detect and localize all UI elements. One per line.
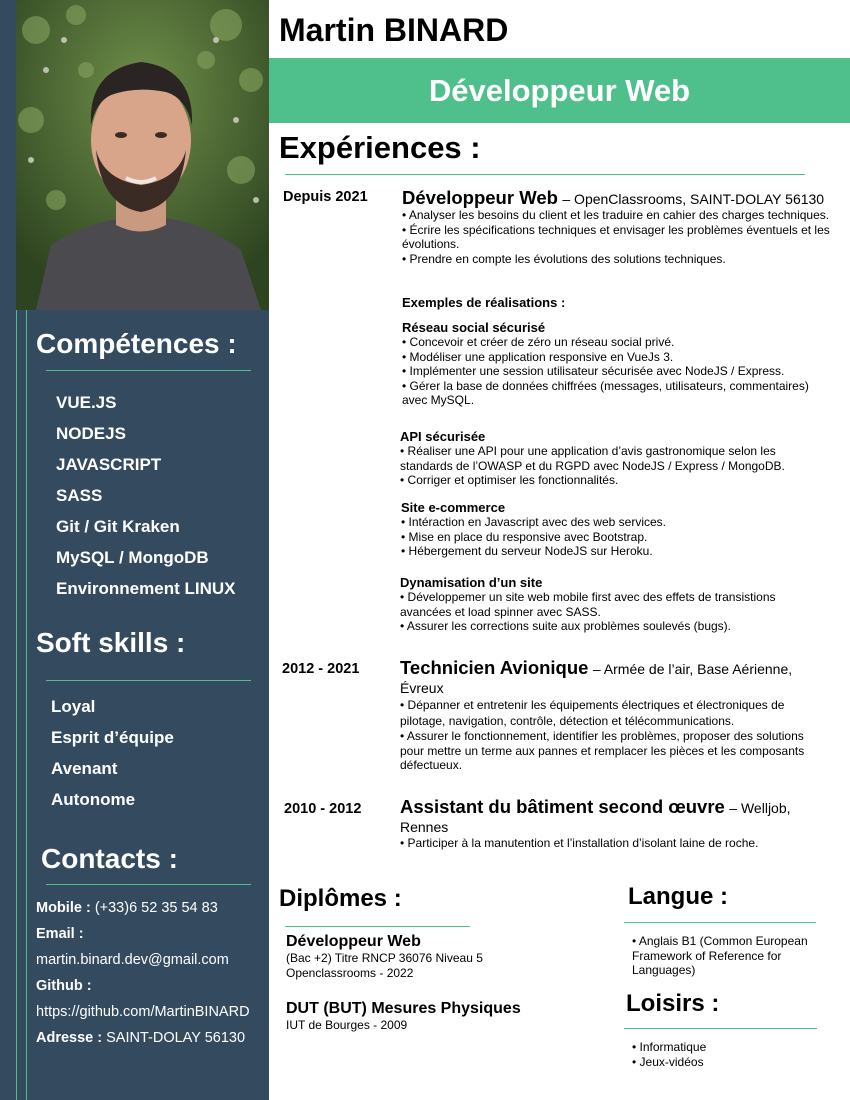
job1-period: Depuis 2021 [283,189,368,205]
contact-address: Adresse : SAINT-DOLAY 56130 [36,1030,246,1046]
job1-bullets: • Analyser les besoins du client et les … [402,208,834,266]
list-item: Esprit d’équipe [51,728,174,747]
list-item: Loyal [51,697,96,716]
list-item: • Implémenter une session utilisateur sé… [402,364,785,378]
diplome-line: Openclassrooms - 2022 [286,965,414,980]
langue-rule [624,922,816,923]
list-item: • Écrire les spécifications techniques e… [402,222,830,252]
project-social: Réseau social sécurisé • Concevoir et cr… [402,320,834,408]
list-item: • Assurer les corrections suite aux prob… [400,619,732,633]
list-item: • Corriger et optimiser les fonctionnali… [400,473,619,487]
job2-period: 2012 - 2021 [282,661,360,677]
list-item: JAVASCRIPT [56,455,162,474]
candidate-name: Martin BINARD [279,12,509,48]
list-item: NODEJS [56,424,126,443]
contacts-block: Mobile : (+33)6 52 35 54 83 Email : mart… [36,895,266,1051]
contacts-rule [46,884,251,885]
diplome-line: (Bac +2) Titre RNCP 36076 Niveau 5 [286,951,483,965]
diplomes-rule [285,926,470,927]
job3-bullets: • Participer à la manutention et l’insta… [400,836,830,851]
project-title: API sécurisée [400,429,486,444]
competences-heading: Compétences : [36,328,237,359]
project-api: API sécurisée • Réaliser une API pour un… [400,429,820,488]
job-title-band: Développeur Web [269,58,850,123]
examples-heading: Exemples de réalisations : [402,295,566,310]
job3-header: Assistant du bâtiment second œuvre – Wel… [400,797,820,837]
langue-list: • Anglais B1 (Common European Framework … [632,934,827,978]
contact-mobile: Mobile : (+33)6 52 35 54 83 [36,900,218,916]
project-dynamisation: Dynamisation d’un site • Développemer un… [400,575,810,634]
diplomes-heading: Diplômes : [279,885,402,912]
job1-title: Développeur Web [402,187,558,208]
list-item: Environnement LINUX [56,579,236,598]
list-item: • Concevoir et créer de zéro un réseau s… [402,335,675,349]
project-ecommerce: Site e-commerce • Intéraction en Javascr… [401,500,821,559]
diplome-1: Développeur Web (Bac +2) Titre RNCP 3607… [286,933,606,980]
job2-bullets: • Dépanner et entretenir les équipements… [400,697,830,773]
softskills-heading: Soft skills : [36,627,186,658]
list-item: Autonome [51,790,136,809]
sidebar-line-outer [16,0,17,1100]
diplome-title: DUT (BUT) Mesures Physiques [286,1000,521,1017]
loisirs-list: • Informatique • Jeux-vidéos [632,1040,822,1069]
list-item: • Assurer le fonctionnement, identifier … [400,729,805,772]
job2-company: – Armée de l’air, Base Aérienne, Évreux [400,661,793,696]
job2-title: Technicien Avionique [400,657,589,678]
list-item: • Réaliser une API pour une application … [400,444,785,473]
list-item: • Modéliser une application responsive e… [402,349,674,364]
softskills-rule [46,680,251,681]
competences-list: VUE.JS NODEJS JAVASCRIPT SASS Git / Git … [56,387,235,604]
diplome-title: Développeur Web [286,933,421,950]
job3-title: Assistant du bâtiment second œuvre [400,796,725,817]
contact-github-label: Github : [36,978,92,994]
profile-photo [16,0,269,310]
list-item: Avenant [51,759,118,778]
job3-period: 2010 - 2012 [284,801,362,817]
softskills-list: Loyal Esprit d’équipe Avenant Autonome [51,691,174,815]
list-item: • Informatique [632,1040,707,1054]
job1-company: – OpenClassrooms, SAINT-DOLAY 56130 [562,191,825,207]
list-item: • Participer à la manutention et l’insta… [400,836,759,850]
project-title: Dynamisation d’un site [400,575,543,590]
list-item: • Analyser les besoins du client et les … [402,208,830,222]
langue-heading: Langue : [628,883,728,910]
list-item: VUE.JS [56,393,117,412]
list-item: • Mise en place du responsive avec Boots… [401,529,648,544]
list-item: • Intéraction en Javascript avec des web… [401,515,666,529]
diplome-2: DUT (BUT) Mesures Physiques IUT de Bourg… [286,1000,606,1033]
experiences-rule [285,174,805,175]
job1-header: Développeur Web – OpenClassrooms, SAINT-… [402,187,842,209]
diplome-line: IUT de Bourges - 2009 [286,1018,408,1032]
list-item: • Jeux-vidéos [632,1054,704,1069]
list-item: MySQL / MongoDB [56,548,209,567]
list-item: SASS [56,486,103,505]
list-item: • Prendre en compte les évolutions des s… [402,251,726,266]
contacts-heading: Contacts : [41,843,178,874]
experiences-heading: Expériences : [279,130,481,165]
list-item: • Développemer un site web mobile first … [400,590,776,619]
job3-company: – Welljob, Rennes [400,800,791,835]
list-item: • Anglais B1 (Common European Framework … [632,934,808,977]
project-title: Site e-commerce [401,500,506,515]
contact-github[interactable]: https://github.com/MartinBINARD [36,1004,250,1020]
list-item: • Hébergement du serveur NodeJS sur Hero… [401,544,653,558]
sidebar-line-inner [26,0,27,1100]
contact-email-label: Email : [36,926,84,942]
job2-header: Technicien Avionique – Armée de l’air, B… [400,658,820,698]
list-item: • Dépanner et entretenir les équipements… [400,698,785,728]
list-item: • Gérer la base de données chiffrées (me… [402,378,809,408]
project-title: Réseau social sécurisé [402,320,546,335]
contact-email[interactable]: martin.binard.dev@gmail.com [36,952,229,968]
list-item: Git / Git Kraken [56,517,180,536]
loisirs-rule [624,1028,817,1029]
competences-rule [46,370,251,371]
loisirs-heading: Loisirs : [626,990,720,1017]
